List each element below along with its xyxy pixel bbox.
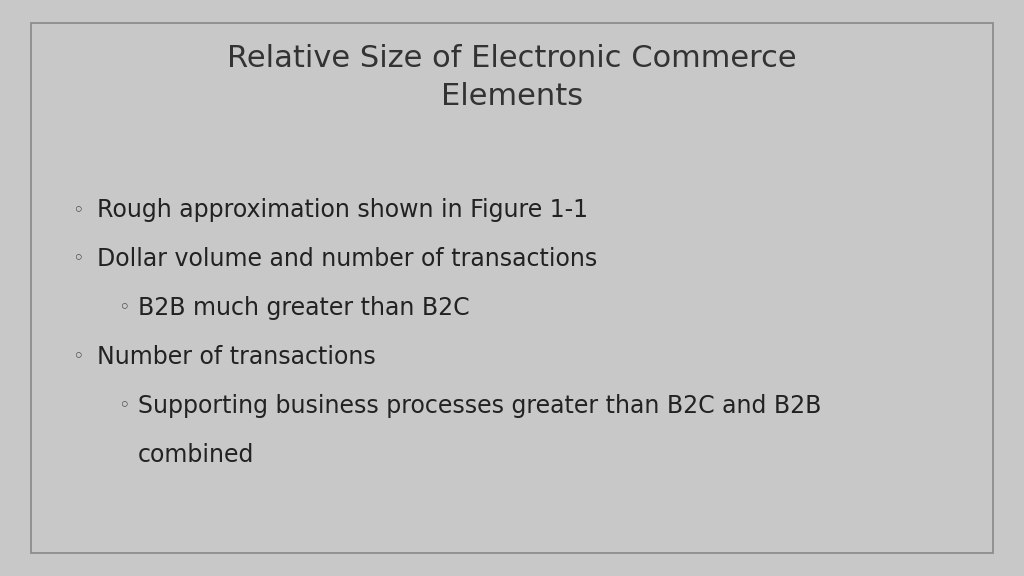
Text: ◦: ◦ — [118, 299, 129, 317]
Text: ◦: ◦ — [72, 348, 83, 366]
FancyBboxPatch shape — [31, 23, 993, 553]
Text: ◦: ◦ — [72, 250, 83, 268]
Text: B2B much greater than B2C: B2B much greater than B2C — [138, 296, 470, 320]
Text: Rough approximation shown in Figure 1-1: Rough approximation shown in Figure 1-1 — [97, 198, 588, 222]
Text: Number of transactions: Number of transactions — [97, 345, 376, 369]
Text: ◦: ◦ — [72, 201, 83, 219]
Text: ◦: ◦ — [118, 397, 129, 415]
Text: Dollar volume and number of transactions: Dollar volume and number of transactions — [97, 247, 598, 271]
Text: Relative Size of Electronic Commerce
Elements: Relative Size of Electronic Commerce Ele… — [227, 44, 797, 111]
Text: combined: combined — [138, 443, 255, 467]
Text: Supporting business processes greater than B2C and B2B: Supporting business processes greater th… — [138, 394, 821, 418]
